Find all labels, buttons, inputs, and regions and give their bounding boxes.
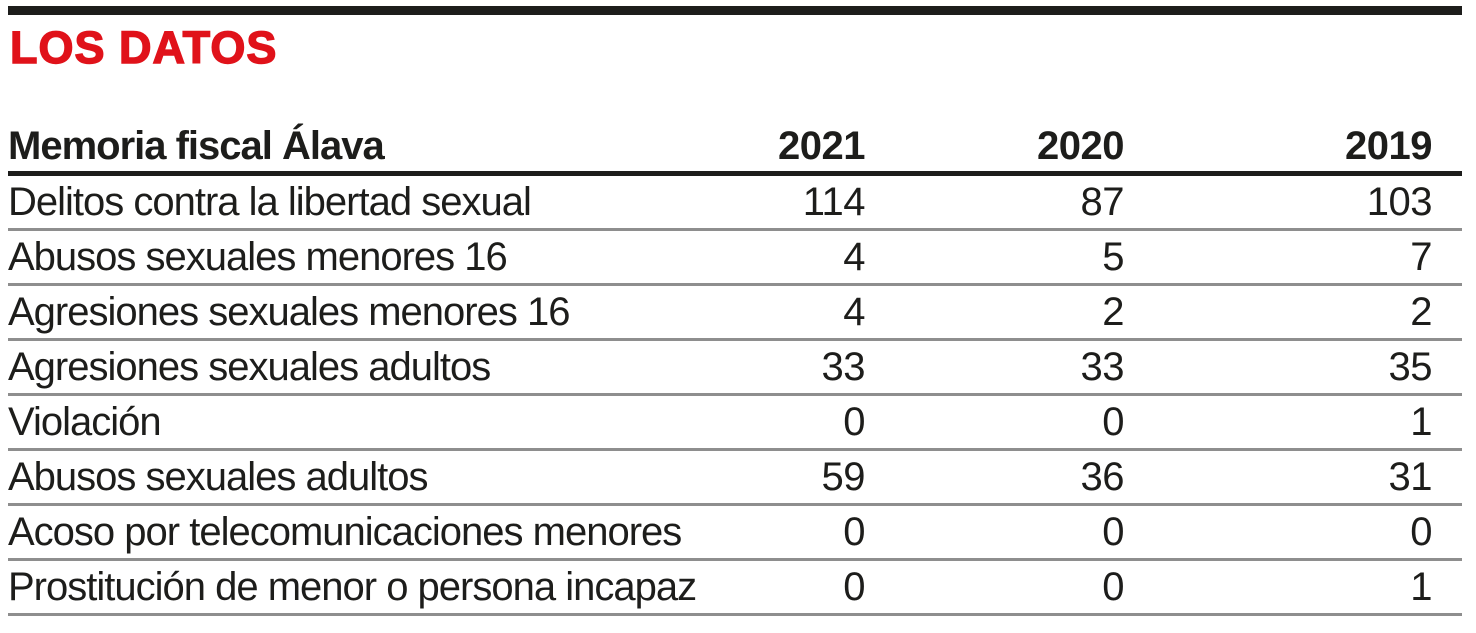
row-value: 0 xyxy=(1102,510,1124,554)
row-value: 59 xyxy=(821,455,866,499)
row-value: 36 xyxy=(1080,455,1125,499)
row-value: 87 xyxy=(1080,180,1125,224)
row-value: 0 xyxy=(843,565,865,609)
table-body: Delitos contra la libertad sexual 114 87 10… xyxy=(8,176,1462,616)
row-value: 7 xyxy=(1410,235,1432,279)
table-row: Abusos sexuales menores 16 4 5 7 xyxy=(8,231,1462,286)
row-value: 0 xyxy=(1102,565,1124,609)
column-header-year: 2020 xyxy=(1037,124,1124,168)
top-rule xyxy=(8,6,1462,15)
row-value: 4 xyxy=(843,235,865,279)
table-header-row: Memoria fiscal Álava 2021 2020 2019 xyxy=(8,122,1462,176)
row-value: 0 xyxy=(1410,510,1432,554)
row-label: Agresiones sexuales menores 16 xyxy=(8,290,570,334)
data-table: Memoria fiscal Álava 2021 2020 2019 Delitos… xyxy=(8,122,1462,616)
table-row: Agresiones sexuales adultos 33 33 35 xyxy=(8,341,1462,396)
row-value: 2 xyxy=(1102,290,1124,334)
row-value: 31 xyxy=(1388,455,1433,499)
row-value: 1 xyxy=(1410,400,1432,444)
table-row: Acoso por telecomunicaciones menores 0 0 0 xyxy=(8,506,1462,561)
table-row: Delitos contra la libertad sexual 114 87 10… xyxy=(8,176,1462,231)
row-value: 103 xyxy=(1366,180,1433,224)
row-value: 2 xyxy=(1410,290,1432,334)
row-value: 0 xyxy=(843,510,865,554)
row-label: Agresiones sexuales adultos xyxy=(8,345,491,389)
row-value: 1 xyxy=(1410,565,1432,609)
table-row: Agresiones sexuales menores 16 4 2 2 xyxy=(8,286,1462,341)
row-value: 0 xyxy=(843,400,865,444)
row-value: 5 xyxy=(1102,235,1124,279)
row-label: Prostitución de menor o persona incapaz xyxy=(8,565,697,609)
section-title: LOS DATOS xyxy=(9,22,278,73)
table-row: Abusos sexuales adultos 59 36 31 xyxy=(8,451,1462,506)
row-value: 33 xyxy=(1080,345,1125,389)
table-row: Violación 0 0 1 xyxy=(8,396,1462,451)
row-value: 0 xyxy=(1102,400,1124,444)
row-label: Violación xyxy=(8,400,162,444)
row-value: 4 xyxy=(843,290,865,334)
column-header-year: 2019 xyxy=(1345,124,1432,168)
row-value: 33 xyxy=(821,345,866,389)
row-value: 35 xyxy=(1388,345,1433,389)
row-label: Delitos contra la libertad sexual xyxy=(8,180,532,224)
column-header-label: Memoria fiscal Álava xyxy=(8,124,385,168)
row-value: 114 xyxy=(802,180,866,224)
row-label: Acoso por telecomunicaciones menores xyxy=(8,510,682,554)
column-header-year: 2021 xyxy=(778,124,865,168)
table-row: Prostitución de menor o persona incapaz 0… xyxy=(8,561,1462,616)
row-label: Abusos sexuales menores 16 xyxy=(8,235,508,279)
row-label: Abusos sexuales adultos xyxy=(8,455,429,499)
